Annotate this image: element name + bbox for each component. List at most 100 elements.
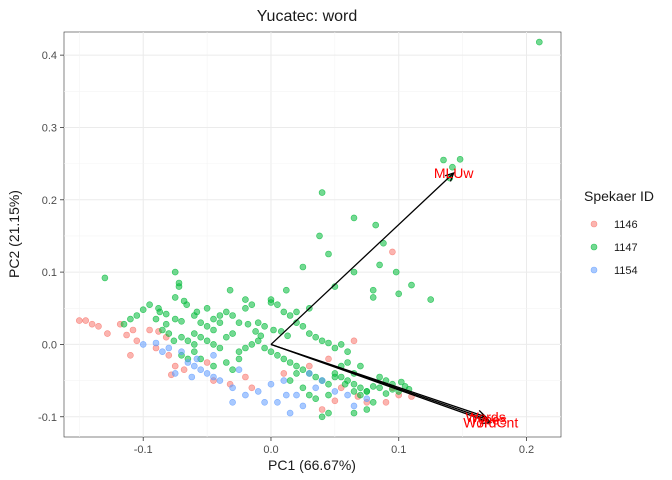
- legend-key-1146: [590, 220, 598, 228]
- point-1154: [274, 398, 281, 406]
- point-1147: [197, 319, 204, 327]
- point-1154: [197, 366, 204, 374]
- point-1147: [316, 232, 323, 240]
- point-1146: [203, 359, 211, 366]
- point-1154: [299, 402, 307, 410]
- point-1147: [350, 214, 358, 222]
- y-tick-label: -0.1: [38, 412, 57, 424]
- point-1147: [357, 362, 364, 370]
- loading-label-words: Words: [466, 409, 506, 425]
- point-1147: [286, 312, 294, 319]
- point-1146: [146, 326, 153, 334]
- point-1147: [286, 359, 294, 366]
- point-1147: [369, 294, 377, 301]
- point-1147: [299, 263, 307, 271]
- point-1147: [229, 312, 236, 319]
- point-1147: [159, 326, 166, 334]
- chart-title: Yucatec: word: [257, 8, 358, 25]
- point-1154: [193, 355, 201, 363]
- point-1147: [299, 322, 307, 330]
- point-1147: [369, 398, 377, 406]
- point-1154: [312, 384, 320, 392]
- y-tick-label: 0.0: [42, 339, 57, 351]
- y-tick-label: 0.4: [42, 50, 57, 62]
- point-1147: [293, 308, 300, 316]
- point-1154: [184, 359, 192, 366]
- x-axis-title: PC1 (66.67%): [268, 457, 356, 473]
- point-1147: [127, 315, 134, 323]
- point-1154: [171, 370, 179, 377]
- point-1147: [325, 250, 332, 258]
- point-1154: [254, 388, 262, 395]
- point-1147: [203, 304, 211, 312]
- point-1146: [165, 351, 173, 359]
- point-1147: [293, 362, 300, 370]
- point-1147: [274, 301, 281, 309]
- point-1146: [76, 317, 83, 324]
- point-1147: [191, 348, 198, 356]
- point-1147: [223, 333, 230, 341]
- point-1147: [248, 301, 256, 309]
- point-1154: [286, 409, 294, 417]
- point-1147: [318, 413, 326, 421]
- point-1147: [337, 373, 345, 381]
- point-1147: [254, 319, 262, 327]
- point-1146: [331, 397, 339, 405]
- point-1147: [392, 268, 400, 276]
- point-1147: [376, 261, 383, 269]
- loading-label-mluw: MLUw: [434, 165, 475, 181]
- x-tick-label: 0.1: [391, 444, 406, 456]
- point-1147: [331, 344, 339, 352]
- point-1154: [178, 348, 185, 356]
- legend-title: Spekaer ID: [584, 188, 654, 204]
- y-axis-title: PC2 (21.15%): [6, 190, 22, 278]
- point-1154: [293, 391, 300, 399]
- point-1154: [191, 362, 198, 370]
- point-1147: [229, 366, 236, 374]
- point-1146: [318, 406, 326, 413]
- point-1154: [267, 380, 275, 388]
- point-1147: [325, 409, 332, 417]
- point-1154: [152, 339, 160, 347]
- legend-label-1154: 1154: [614, 265, 638, 277]
- y-tick-label: 0.3: [42, 122, 57, 134]
- point-1154: [242, 391, 249, 399]
- point-1147: [235, 355, 243, 363]
- point-1147: [156, 308, 164, 316]
- point-1147: [299, 366, 307, 374]
- loading-arrowhead: [481, 415, 493, 425]
- point-1146: [123, 331, 130, 339]
- point-1147: [267, 348, 275, 356]
- point-1147: [203, 337, 211, 345]
- point-1147: [312, 333, 320, 341]
- point-1147: [193, 308, 201, 316]
- point-1147: [331, 373, 339, 381]
- y-axis-ticks: -0.1 0.0 0.1 0.2 0.3 0.4: [38, 50, 64, 424]
- point-1147: [175, 283, 183, 290]
- point-1147: [191, 341, 198, 348]
- point-1147: [449, 163, 456, 171]
- point-1154: [344, 391, 351, 399]
- point-1146: [95, 322, 102, 330]
- point-1147: [216, 344, 224, 352]
- point-1147: [395, 290, 403, 298]
- point-1154: [210, 373, 217, 381]
- point-1147: [318, 337, 326, 345]
- y-tick-label: 0.1: [42, 267, 57, 279]
- loading-label-types: Types: [469, 412, 506, 428]
- point-1146: [248, 384, 256, 392]
- point-1147: [242, 304, 249, 312]
- point-1147: [280, 355, 288, 363]
- point-1154: [305, 370, 313, 377]
- point-1147: [210, 362, 217, 370]
- point-1154: [229, 384, 236, 392]
- loading-arrow-wordcnt: [270, 343, 491, 424]
- point-1147: [344, 359, 351, 366]
- point-1147: [162, 310, 170, 318]
- point-1147: [223, 359, 230, 366]
- point-1147: [363, 406, 371, 413]
- point-1147: [382, 390, 390, 397]
- x-axis-ticks: -0.1 0.0 0.1 0.2: [134, 437, 534, 456]
- point-1147: [235, 319, 243, 327]
